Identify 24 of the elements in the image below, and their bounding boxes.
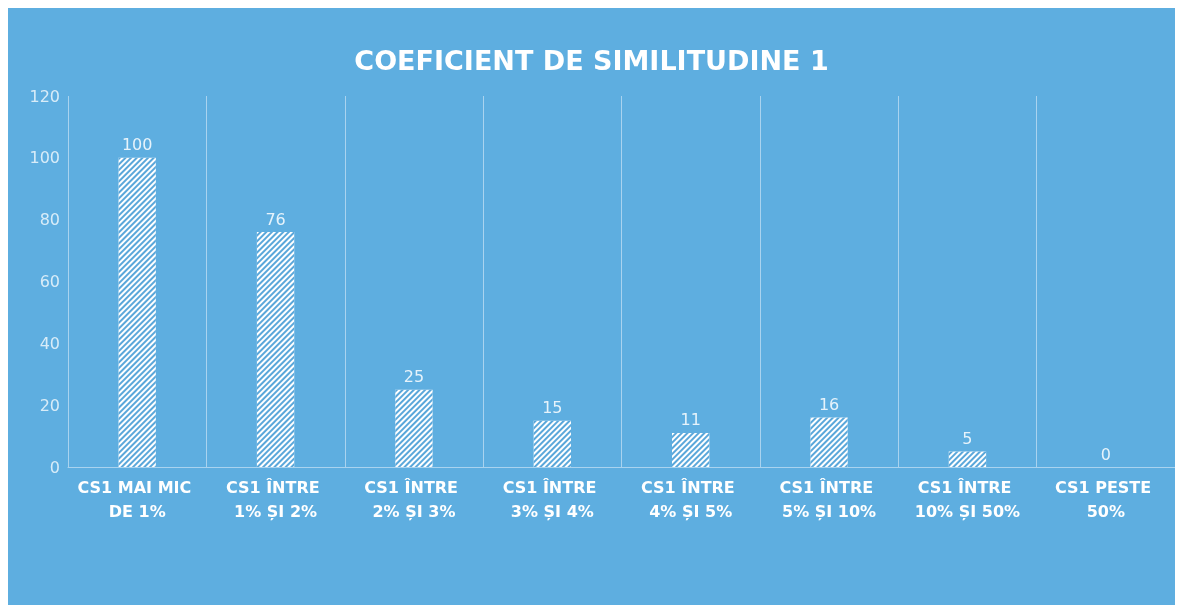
- x-tick-label: CS1 ÎNTRE 5% ȘI 10%: [779, 477, 879, 521]
- y-tick-label: 100: [29, 148, 60, 168]
- data-label: 0: [1100, 444, 1111, 464]
- data-label: 5: [962, 429, 973, 449]
- x-tick-label: CS1 ÎNTRE 2% ȘI 3%: [364, 477, 464, 521]
- y-tick-label: 0: [49, 457, 60, 477]
- x-tick-label: CS1 ÎNTRE 3% ȘI 4%: [502, 477, 602, 521]
- data-label: 16: [818, 395, 840, 415]
- y-tick-label: 40: [39, 333, 60, 353]
- y-tick-label: 20: [39, 395, 60, 415]
- x-tick-label: CS1 MAI MIC DE 1%: [77, 477, 197, 521]
- y-tick-label: 60: [39, 272, 60, 291]
- chart-title: COEFICIENT DE SIMILITUDINE 1: [354, 45, 829, 76]
- x-tick-label: CS1 ÎNTRE 1% ȘI 2%: [225, 477, 326, 521]
- x-tick-label: CS1 ÎNTRE 10% ȘI 50%: [914, 477, 1021, 521]
- x-tick-label: CS1 PESTE 50%: [1054, 477, 1157, 521]
- y-tick-label: 120: [29, 86, 60, 106]
- data-label: 25: [403, 367, 425, 387]
- data-label: 11: [680, 410, 701, 430]
- data-label: 100: [121, 135, 153, 155]
- data-label: 76: [265, 209, 286, 229]
- x-tick-label: CS1 ÎNTRE 4% ȘI 5%: [641, 477, 741, 521]
- y-tick-label: 80: [39, 210, 60, 230]
- data-label: 15: [542, 398, 563, 418]
